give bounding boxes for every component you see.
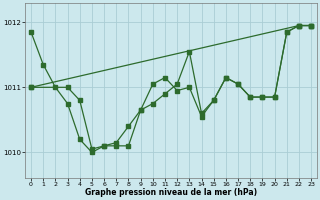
X-axis label: Graphe pression niveau de la mer (hPa): Graphe pression niveau de la mer (hPa) xyxy=(85,188,257,197)
